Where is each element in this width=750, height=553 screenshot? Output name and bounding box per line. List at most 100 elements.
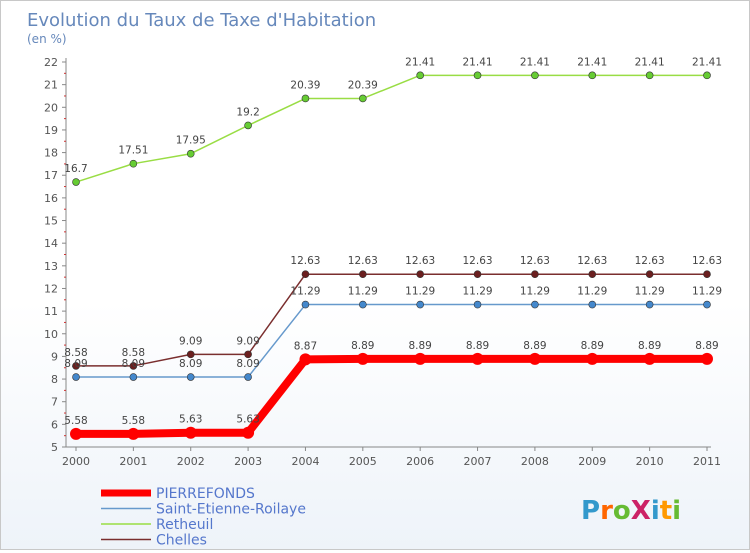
- x-tick-label: 2002: [177, 455, 205, 468]
- data-label: 8.89: [695, 340, 718, 352]
- data-point: [414, 352, 427, 365]
- data-label: 12.63: [405, 255, 435, 267]
- data-label: 21.41: [635, 56, 665, 68]
- data-point: [588, 71, 597, 80]
- series-line: [76, 354, 707, 438]
- data-point: [244, 121, 252, 130]
- data-label: 20.39: [348, 79, 378, 91]
- data-label: 5.63: [179, 414, 202, 426]
- data-label: 11.29: [635, 286, 665, 298]
- y-tick-label: 5: [51, 441, 58, 454]
- y-tick-label: 18: [44, 147, 58, 160]
- data-label: 19.2: [236, 106, 259, 118]
- y-tick-label: 11: [44, 305, 58, 318]
- data-label: 21.41: [520, 56, 550, 68]
- data-point: [528, 352, 541, 365]
- data-label: 8.09: [236, 358, 259, 370]
- data-point: [184, 426, 197, 439]
- data-label: 8.09: [64, 358, 87, 370]
- data-point: [471, 352, 484, 365]
- data-point: [645, 270, 654, 279]
- data-point: [473, 71, 482, 80]
- x-tick-label: 2001: [119, 455, 147, 468]
- data-label: 21.41: [692, 56, 722, 68]
- data-point: [359, 300, 367, 309]
- data-label: 9.09: [179, 335, 202, 347]
- y-tick-label: 6: [51, 418, 58, 431]
- data-point: [359, 94, 367, 103]
- data-label: 8.58: [122, 347, 145, 359]
- logo-letter: r: [600, 496, 613, 526]
- data-point: [586, 352, 599, 365]
- data-point: [186, 149, 195, 158]
- x-tick-label: 2011: [693, 455, 721, 468]
- data-point: [416, 71, 424, 80]
- data-point: [531, 270, 539, 279]
- data-label: 11.29: [577, 286, 607, 298]
- data-label: 11.29: [405, 286, 435, 298]
- y-tick-label: 21: [44, 79, 58, 92]
- data-label: 11.29: [520, 286, 550, 298]
- logo-letter: o: [613, 496, 631, 526]
- data-point: [186, 373, 195, 381]
- legend-label: Retheuil: [156, 517, 213, 533]
- data-label: 12.63: [577, 255, 607, 267]
- data-label: 17.95: [176, 135, 206, 147]
- data-point: [588, 300, 597, 309]
- data-label: 8.89: [581, 340, 604, 352]
- legend-label: PIERREFONDS: [156, 486, 255, 502]
- data-point: [416, 300, 424, 309]
- legend-label: Chelles: [156, 533, 207, 549]
- data-label: 17.51: [118, 145, 148, 157]
- data-label: 8.89: [408, 340, 431, 352]
- data-label: 8.87: [294, 340, 317, 352]
- x-tick-label: 2008: [521, 455, 549, 468]
- x-tick-label: 2006: [406, 455, 434, 468]
- data-point: [645, 71, 654, 80]
- data-point: [703, 71, 711, 80]
- data-point: [645, 300, 654, 309]
- data-point: [244, 350, 252, 359]
- y-tick-label: 16: [44, 192, 58, 205]
- data-point: [70, 427, 82, 440]
- data-point: [531, 71, 539, 80]
- data-label: 11.29: [692, 286, 722, 298]
- x-tick-label: 2010: [636, 455, 664, 468]
- data-label: 5.63: [236, 414, 259, 426]
- data-point: [301, 94, 310, 103]
- series-line: [75, 74, 707, 183]
- series-chelles: 8.58 8.58 9.09 9.09 12.63 12.63 12.63 12.63 12.6…: [64, 255, 722, 370]
- y-tick-label: 14: [44, 237, 58, 250]
- data-point: [356, 352, 369, 365]
- data-label: 11.29: [348, 286, 378, 298]
- data-point: [299, 353, 312, 366]
- y-tick-label: 17: [44, 169, 58, 182]
- data-label: 12.63: [635, 255, 665, 267]
- logo-letter: X: [631, 496, 651, 526]
- y-tick-label: 15: [44, 215, 58, 228]
- data-label: 11.29: [290, 286, 320, 298]
- data-label: 8.89: [466, 340, 489, 352]
- series-pierrefonds: 5.58 5.58 5.63 5.63 8.87 8.89 8.89 8.89 8.89 8.89…: [64, 340, 719, 440]
- data-label: 8.09: [179, 358, 202, 370]
- x-tick-label: 2009: [578, 455, 606, 468]
- logo-letter: i: [672, 496, 681, 526]
- data-point: [643, 352, 656, 365]
- data-point: [703, 300, 711, 309]
- data-label: 12.63: [692, 255, 722, 267]
- data-point: [473, 270, 482, 279]
- data-point: [186, 350, 195, 359]
- series-line: [76, 273, 707, 367]
- data-label: 21.41: [577, 56, 607, 68]
- data-point: [242, 426, 255, 439]
- y-tick-label: 8: [51, 373, 58, 386]
- legend-label: Saint-Etienne-Roilaye: [156, 502, 306, 518]
- x-tick-label: 2000: [62, 455, 90, 468]
- data-point: [72, 362, 80, 370]
- data-label: 8.09: [122, 358, 145, 370]
- x-tick-label: 2007: [464, 455, 492, 468]
- series-saint-etienne-roilaye: 8.09 8.09 8.09 8.09 11.29 11.29 11.29 11.29 11.2…: [64, 286, 722, 381]
- data-label: 12.63: [290, 255, 320, 267]
